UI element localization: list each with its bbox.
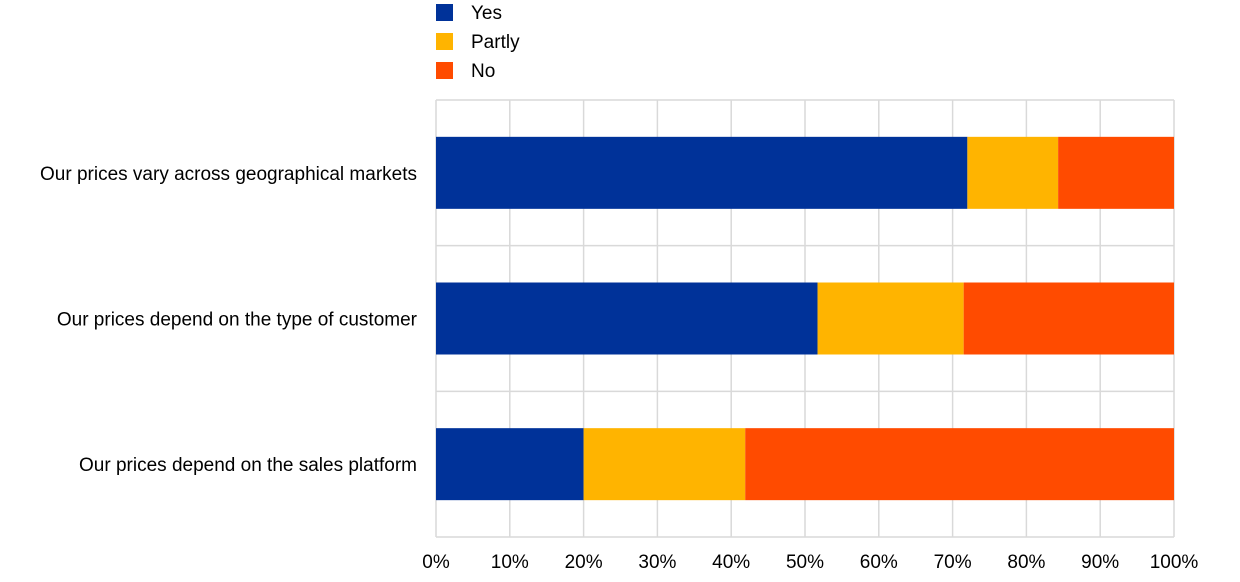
x-tick-label: 60% [860, 552, 898, 573]
category-label: Our prices vary across geographical mark… [40, 164, 417, 185]
bar-segment-partly [583, 428, 746, 501]
x-tick-label: 20% [565, 552, 603, 573]
x-tick-label: 10% [491, 552, 529, 573]
x-tick-label: 90% [1081, 552, 1119, 573]
x-tick-label: 30% [638, 552, 676, 573]
legend-label-yes: Yes [471, 3, 502, 24]
bar-segment-partly [817, 282, 964, 355]
legend: Yes Partly No [436, 3, 520, 82]
legend-swatch-partly [436, 33, 453, 50]
x-tick-label: 50% [786, 552, 824, 573]
bar-segment-no [745, 428, 1174, 501]
legend-label-no: No [471, 61, 495, 82]
x-tick-label: 40% [712, 552, 750, 573]
bar-segment-yes [436, 282, 818, 355]
bars [436, 136, 1174, 501]
x-tick-label: 80% [1007, 552, 1045, 573]
category-label: Our prices depend on the type of custome… [57, 310, 418, 331]
bar-segment-no [963, 282, 1174, 355]
bar-segment-yes [436, 428, 584, 501]
legend-swatch-yes [436, 4, 453, 21]
bar-segment-partly [967, 136, 1059, 209]
x-axis-ticks: 0% 10% 20% 30% 40% 50% 60% 70% 80% 90% 100% [422, 552, 1198, 573]
x-tick-label: 0% [422, 552, 450, 573]
category-labels: Our prices vary across geographical mark… [40, 164, 418, 476]
category-label: Our prices depend on the sales platform [79, 455, 417, 476]
legend-label-partly: Partly [471, 32, 520, 53]
x-tick-label: 100% [1150, 552, 1199, 573]
legend-swatch-no [436, 62, 453, 79]
bar-segment-yes [436, 136, 968, 209]
bar-segment-no [1058, 136, 1174, 209]
x-tick-label: 70% [934, 552, 972, 573]
